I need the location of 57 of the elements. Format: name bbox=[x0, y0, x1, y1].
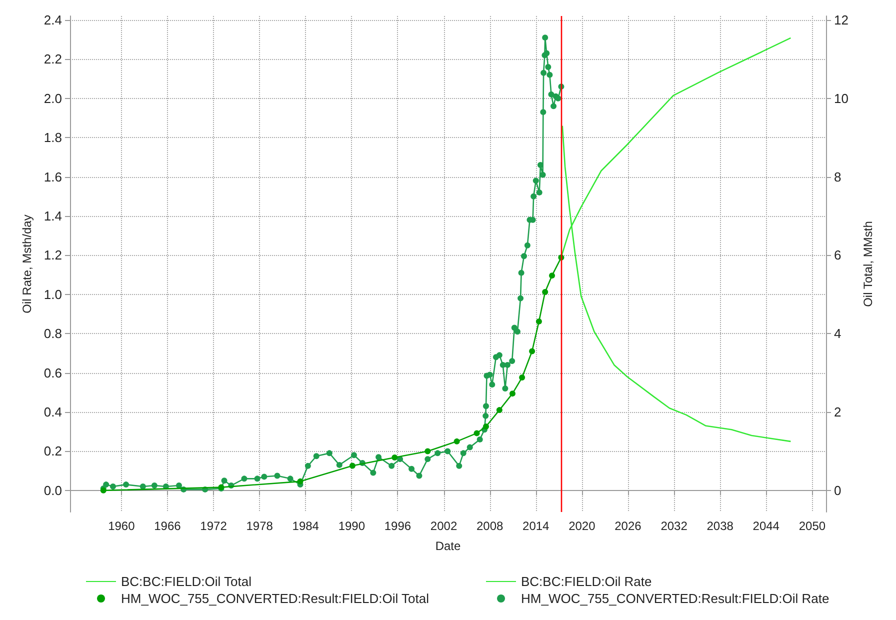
x-tick-label: 1972 bbox=[200, 519, 228, 533]
point bbox=[297, 478, 304, 484]
x-tick-label: 1984 bbox=[292, 519, 320, 533]
y-tick-label: 2.2 bbox=[44, 52, 62, 67]
point bbox=[483, 424, 489, 430]
x-axis-title: Date bbox=[435, 539, 461, 553]
x-tick-label: 2032 bbox=[660, 519, 688, 533]
y-tick-label: 1.0 bbox=[44, 286, 62, 302]
point bbox=[474, 430, 480, 436]
y-tick-label: 1.8 bbox=[44, 130, 62, 146]
y2-tick-label: 8 bbox=[834, 169, 842, 184]
x-tick-label: 1960 bbox=[108, 519, 136, 533]
legend-label: HM_WOC_755_CONVERTED:Result:FIELD:Oil Total bbox=[121, 591, 430, 606]
y2-tick-label: 10 bbox=[834, 90, 848, 106]
legend-label: BC:BC:FIELD:Oil Rate bbox=[521, 574, 652, 589]
point bbox=[509, 390, 516, 397]
x-tick-label: 1990 bbox=[338, 519, 366, 533]
y2-axis-title: Oil Total, MMsth bbox=[861, 221, 875, 307]
y-tick-label: 2.0 bbox=[44, 90, 62, 106]
x-tick-label: 2050 bbox=[798, 519, 826, 533]
y-tick-label: 1.6 bbox=[44, 169, 62, 184]
y-tick-label: 0.2 bbox=[44, 444, 62, 459]
y-tick-label: 0.6 bbox=[44, 365, 62, 380]
x-tick-label: 2020 bbox=[568, 519, 596, 533]
x-tick-label: 2002 bbox=[430, 519, 458, 533]
point bbox=[454, 438, 460, 444]
y-tick-label: 1.4 bbox=[44, 208, 62, 224]
x-tick-label: 2014 bbox=[522, 519, 550, 533]
y2-tick-label: 6 bbox=[834, 248, 842, 263]
y-axis-title: Oil Rate, Msth/day bbox=[20, 214, 34, 314]
x-tick-label: 2026 bbox=[614, 519, 642, 533]
point bbox=[349, 462, 356, 469]
point bbox=[542, 289, 548, 296]
legend-label: HM_WOC_755_CONVERTED:Result:FIELD:Oil Rate bbox=[521, 591, 830, 606]
x-tick-label: 1996 bbox=[384, 519, 412, 533]
y-tick-label: 0.8 bbox=[44, 326, 62, 342]
point bbox=[496, 407, 502, 414]
y-tick-label: 0.4 bbox=[44, 404, 62, 420]
y-tick-label: 0.0 bbox=[44, 482, 62, 498]
y-tick-label: 1.2 bbox=[44, 248, 62, 263]
y2-tick-label: 12 bbox=[834, 12, 848, 28]
y2-tick-label: 2 bbox=[834, 404, 842, 420]
x-tick-label: 2008 bbox=[476, 519, 504, 533]
x-tick-label: 2044 bbox=[752, 519, 780, 533]
y2-tick-label: 0 bbox=[834, 482, 842, 498]
point bbox=[519, 374, 526, 381]
x-tick-label: 1966 bbox=[154, 519, 182, 533]
point bbox=[536, 318, 542, 324]
y-tick-label: 2.4 bbox=[44, 12, 62, 28]
point bbox=[549, 272, 555, 279]
y2-tick-label: 4 bbox=[834, 326, 842, 342]
point bbox=[392, 454, 398, 460]
point bbox=[529, 348, 536, 354]
legend-label: BC:BC:FIELD:Oil Total bbox=[121, 574, 252, 589]
x-tick-label: 2038 bbox=[706, 519, 734, 533]
point bbox=[424, 448, 431, 454]
x-tick-label: 1978 bbox=[246, 519, 274, 533]
